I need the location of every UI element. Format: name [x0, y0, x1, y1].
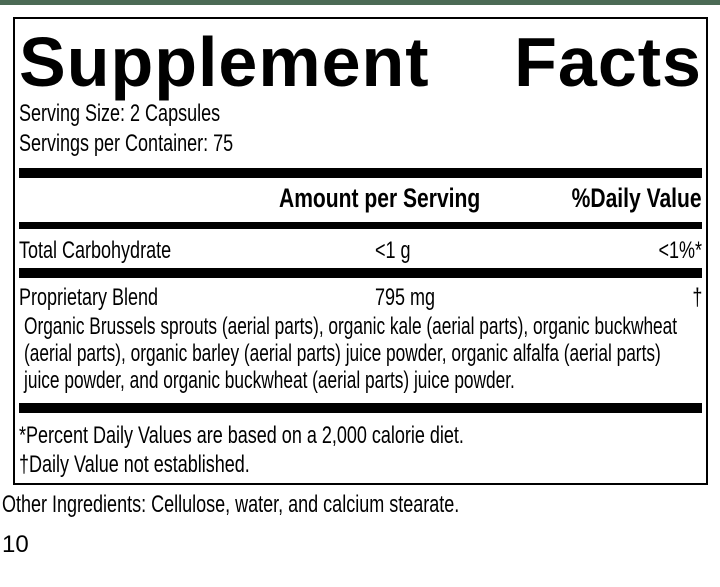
- serving-size-text: Serving Size: 2 Capsules: [19, 100, 221, 127]
- other-ingredients-line: Other Ingredients: Cellulose, water, and…: [2, 491, 720, 519]
- nutrient-daily-value: <1%*: [644, 238, 702, 263]
- footnotes: *Percent Daily Values are based on a 2,0…: [19, 421, 702, 479]
- servings-per-container-text: Servings per Container: 75: [19, 130, 234, 157]
- nutrient-amount-text: <1 g: [375, 237, 411, 264]
- footnote-percent-dv-line: *Percent Daily Values are based on a 2,0…: [19, 421, 702, 450]
- title-word-facts: Facts: [514, 23, 702, 101]
- nutrient-amount: <1 g: [375, 238, 422, 263]
- title-word-supplement: Supplement: [19, 23, 430, 101]
- nutrient-daily-value: †: [689, 285, 702, 310]
- panel-title: Supplement Facts: [19, 27, 702, 97]
- nutrient-amount-text: 795 mg: [375, 284, 436, 311]
- table-row-proprietary-blend: Proprietary Blend 795 mg †: [19, 278, 702, 310]
- amount-per-serving-header: Amount per Serving: [279, 183, 537, 213]
- accent-strip: [0, 0, 720, 5]
- nutrient-name: Total Carbohydrate: [19, 237, 172, 264]
- divider-thick-bottom: [19, 403, 702, 413]
- nutrient-daily-value-text: <1%*: [658, 237, 702, 264]
- footnote-percent-dv: *Percent Daily Values are based on a 2,0…: [19, 422, 464, 449]
- column-header-row: Amount per Serving %Daily Value: [19, 183, 702, 213]
- divider-thick-top: [19, 168, 702, 178]
- daily-value-header: %Daily Value: [535, 183, 702, 213]
- nutrient-daily-value-text: †: [691, 284, 702, 311]
- nutrient-amount: 795 mg: [375, 285, 455, 310]
- other-ingredients-text: Other Ingredients: Cellulose, water, and…: [2, 491, 460, 518]
- nutrient-name: Proprietary Blend: [19, 284, 159, 311]
- servings-per-container-line: Servings per Container: 75: [19, 129, 702, 159]
- serving-size-line: Serving Size: 2 Capsules: [19, 99, 702, 129]
- proprietary-blend-description: Organic Brussels sprouts (aerial parts),…: [24, 313, 678, 394]
- divider-thin-under-header: [19, 222, 702, 229]
- page-number: 10: [2, 531, 29, 558]
- divider-thick-mid: [19, 268, 702, 278]
- footnote-dagger: †Daily Value not established.: [19, 451, 250, 478]
- supplement-facts-panel: Supplement Facts Serving Size: 2 Capsule…: [13, 17, 708, 485]
- table-row-total-carbohydrate: Total Carbohydrate <1 g <1%*: [19, 229, 702, 268]
- footnote-dagger-line: †Daily Value not established.: [19, 450, 702, 479]
- daily-value-label: %Daily Value: [572, 183, 702, 213]
- amount-per-serving-label: Amount per Serving: [279, 183, 481, 213]
